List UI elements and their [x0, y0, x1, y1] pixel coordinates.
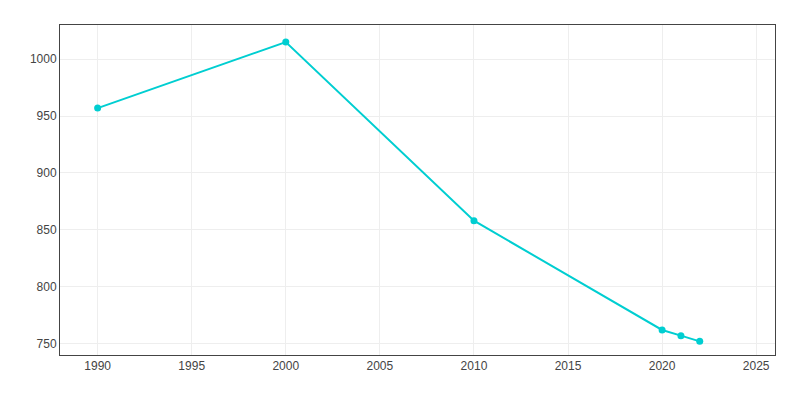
svg-text:750: 750 [37, 337, 57, 351]
svg-text:950: 950 [37, 109, 57, 123]
svg-text:800: 800 [37, 280, 57, 294]
svg-text:850: 850 [37, 223, 57, 237]
svg-text:2025: 2025 [743, 359, 770, 373]
svg-text:1995: 1995 [178, 359, 205, 373]
svg-text:2000: 2000 [272, 359, 299, 373]
svg-text:2015: 2015 [555, 359, 582, 373]
svg-text:900: 900 [37, 166, 57, 180]
svg-text:2020: 2020 [649, 359, 676, 373]
svg-text:2005: 2005 [367, 359, 394, 373]
svg-text:1990: 1990 [84, 359, 111, 373]
svg-text:1000: 1000 [30, 52, 57, 66]
svg-text:2010: 2010 [461, 359, 488, 373]
